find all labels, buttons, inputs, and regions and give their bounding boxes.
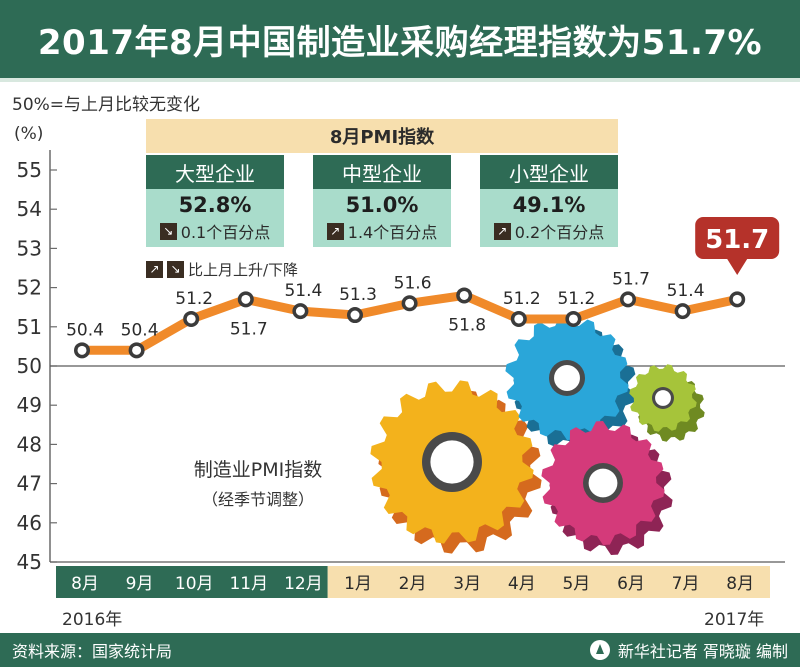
data-point-center bbox=[77, 345, 87, 355]
y-axis: 55 54 53 52 51 50 49 48 47 46 45 bbox=[17, 150, 785, 574]
data-label: 51.7 bbox=[230, 319, 268, 339]
gear-blue-icon bbox=[505, 316, 637, 450]
y-tick-label: 51 bbox=[17, 315, 42, 339]
chart-title: 2017年8月中国制造业采购经理指数为51.7% bbox=[37, 22, 763, 63]
x-tick-label: 8月 bbox=[71, 574, 99, 594]
arrow-down-icon: ↘ bbox=[159, 222, 177, 240]
data-point-center bbox=[514, 314, 524, 324]
y-tick-label: 48 bbox=[17, 432, 42, 456]
data-label: 51.4 bbox=[667, 281, 705, 301]
data-point-center bbox=[623, 294, 633, 304]
data-label: 51.2 bbox=[503, 289, 541, 309]
card-name: 中型企业 bbox=[313, 155, 451, 189]
x-tick-label: 2月 bbox=[399, 574, 427, 594]
card-value: 51.0% bbox=[345, 193, 419, 217]
data-point-center bbox=[132, 345, 142, 355]
callout-label: 51.7 bbox=[705, 225, 769, 255]
card-value: 49.1% bbox=[512, 193, 586, 217]
gear-hole-inner bbox=[430, 440, 474, 484]
card-change: 1.4个百分点 bbox=[347, 223, 438, 242]
series-label: 制造业PMI指数 （经季节调整） bbox=[168, 455, 348, 510]
data-label: 50.4 bbox=[121, 320, 159, 340]
x-tick-label: 1月 bbox=[344, 574, 372, 594]
card-name: 小型企业 bbox=[480, 155, 618, 189]
x-tick-label: 6月 bbox=[617, 574, 645, 594]
data-point-center bbox=[678, 306, 688, 316]
title-bar: 2017年8月中国制造业采购经理指数为51.7% bbox=[0, 0, 800, 82]
y-tick-label: 50 bbox=[17, 354, 42, 378]
arrow-up-icon: ↗ bbox=[146, 261, 163, 278]
data-label: 51.2 bbox=[175, 289, 213, 309]
card-name: 大型企业 bbox=[146, 155, 284, 189]
gears-illustration bbox=[370, 316, 705, 555]
x-tick-label: 9月 bbox=[126, 574, 154, 594]
x-tick-label: 8月 bbox=[726, 574, 754, 594]
x-tick-label: 4月 bbox=[508, 574, 536, 594]
data-label: 51.2 bbox=[557, 289, 595, 309]
x-tick-label: 7月 bbox=[672, 574, 700, 594]
data-label: 51.3 bbox=[339, 285, 377, 305]
data-label: 50.4 bbox=[66, 320, 104, 340]
pmi-series: 50.4 50.4 51.2 51.7 51.4 51.3 51.6 51.8 51.2 51.2… bbox=[66, 217, 780, 359]
data-point-center bbox=[350, 310, 360, 320]
data-label: 51.4 bbox=[284, 281, 322, 301]
pmi-box-title: 8月PMI指数 bbox=[146, 119, 618, 153]
footer: 资料来源：国家统计局 新华社记者 胥晓璇 编制 bbox=[0, 633, 800, 667]
card-value: 52.8% bbox=[178, 193, 252, 217]
y-tick-label: 45 bbox=[17, 550, 42, 574]
card-change: 0.2个百分点 bbox=[514, 223, 605, 242]
card-change: 0.1个百分点 bbox=[180, 223, 271, 242]
gear-magenta-icon bbox=[541, 421, 673, 555]
y-tick-label: 54 bbox=[17, 197, 42, 221]
arrow-up-icon: ↗ bbox=[493, 222, 511, 240]
gear-green-icon bbox=[629, 364, 705, 442]
y-tick-label: 46 bbox=[17, 511, 42, 535]
gear-hole-inner bbox=[554, 365, 580, 391]
data-point-center bbox=[241, 294, 251, 304]
x-tick-label: 12月 bbox=[284, 574, 323, 594]
data-label: 51.6 bbox=[394, 273, 432, 293]
x-tick-label: 3月 bbox=[453, 574, 481, 594]
arrow-up-icon: ↗ bbox=[326, 222, 344, 240]
data-point-center bbox=[732, 294, 742, 304]
xinhua-logo-icon bbox=[589, 640, 610, 660]
card-small-enterprise: 小型企业 49.1% ↗ 0.2个百分点 bbox=[480, 155, 618, 247]
x-tick-label: 10月 bbox=[175, 574, 214, 594]
baseline-note: 50%=与上月比较无变化 bbox=[12, 95, 201, 115]
y-tick-label: 52 bbox=[17, 276, 42, 300]
x-axis-band: 8月 9月 10月 11月 12月 1月 2月 3月 4月 5月 6月 7月 8月 bbox=[56, 566, 770, 598]
data-point-center bbox=[295, 306, 305, 316]
y-tick-label: 55 bbox=[17, 158, 42, 182]
gear-hole-inner bbox=[655, 390, 671, 406]
data-point-center bbox=[568, 314, 578, 324]
x-tick-label: 11月 bbox=[229, 574, 268, 594]
callout-bubble bbox=[695, 217, 780, 275]
x-band-2016 bbox=[56, 566, 328, 598]
arrow-legend: ↗ ↘ 比上月上升/下降 bbox=[146, 259, 298, 280]
y-tick-label: 47 bbox=[17, 472, 42, 496]
data-point-center bbox=[459, 290, 469, 300]
series-sublabel: （经季节调整） bbox=[201, 490, 314, 509]
arrow-legend-text: 比上月上升/下降 bbox=[188, 261, 299, 279]
y-tick-label: 53 bbox=[17, 236, 42, 260]
data-point-center bbox=[186, 314, 196, 324]
x-tick-label: 5月 bbox=[562, 574, 590, 594]
data-point-center bbox=[405, 298, 415, 308]
year-start: 2016年 bbox=[62, 610, 123, 630]
arrow-down-icon: ↘ bbox=[167, 261, 184, 278]
y-axis-unit: (%) bbox=[14, 124, 44, 144]
data-label: 51.7 bbox=[612, 269, 650, 289]
card-large-enterprise: 大型企业 52.8% ↘ 0.1个百分点 bbox=[146, 155, 284, 247]
y-tick-label: 49 bbox=[17, 393, 42, 417]
series-name: 制造业PMI指数 bbox=[193, 459, 323, 481]
year-end: 2017年 bbox=[704, 610, 765, 630]
source-text: 资料来源：国家统计局 bbox=[12, 642, 173, 661]
x-band-2017 bbox=[327, 566, 770, 598]
gear-hole-inner bbox=[588, 468, 618, 498]
gear-yellow-icon bbox=[370, 380, 542, 554]
card-medium-enterprise: 中型企业 51.0% ↗ 1.4个百分点 bbox=[313, 155, 451, 247]
data-label: 51.8 bbox=[448, 315, 486, 335]
credit-text: 新华社记者 胥晓璇 编制 bbox=[617, 642, 788, 661]
